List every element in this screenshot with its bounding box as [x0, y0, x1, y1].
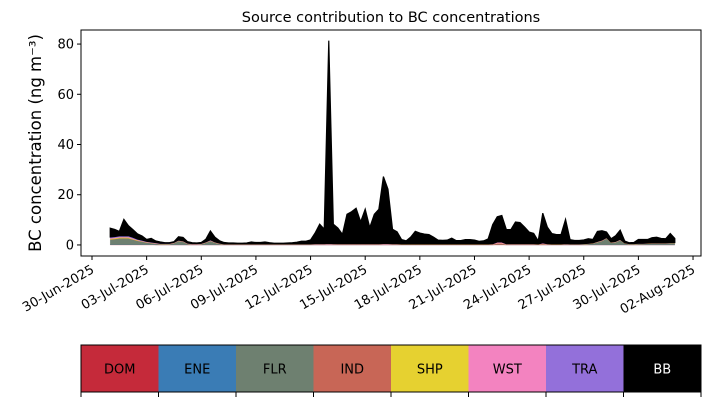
legend-label: BB — [653, 363, 671, 378]
legend-label: FLR — [263, 363, 287, 378]
x-axis: 30-Jun-202503-Jul-202506-Jul-202509-Jul-… — [20, 256, 698, 318]
area-layers — [110, 41, 675, 245]
y-tick-label: 40 — [57, 138, 74, 153]
y-axis: 0 20 40 60 80 — [57, 38, 81, 254]
chart-title: Source contribution to BC concentrations — [242, 10, 540, 26]
legend-label: ENE — [184, 363, 210, 378]
y-tick-label: 0 — [66, 238, 74, 253]
legend-label: DOM — [104, 363, 135, 378]
legend-label: WST — [493, 363, 522, 378]
source-legend: DOM ENE FLR IND SHP WST TRA BB — [81, 345, 701, 397]
area-bb — [110, 41, 675, 244]
y-tick-label: 20 — [57, 188, 74, 203]
legend-label: IND — [340, 363, 364, 378]
legend-label: SHP — [417, 363, 443, 378]
y-tick-label: 60 — [57, 88, 74, 103]
y-axis-label: BC concentration (ng m⁻³) — [26, 34, 45, 252]
legend-label: TRA — [571, 363, 597, 378]
y-tick-label: 80 — [57, 38, 74, 53]
